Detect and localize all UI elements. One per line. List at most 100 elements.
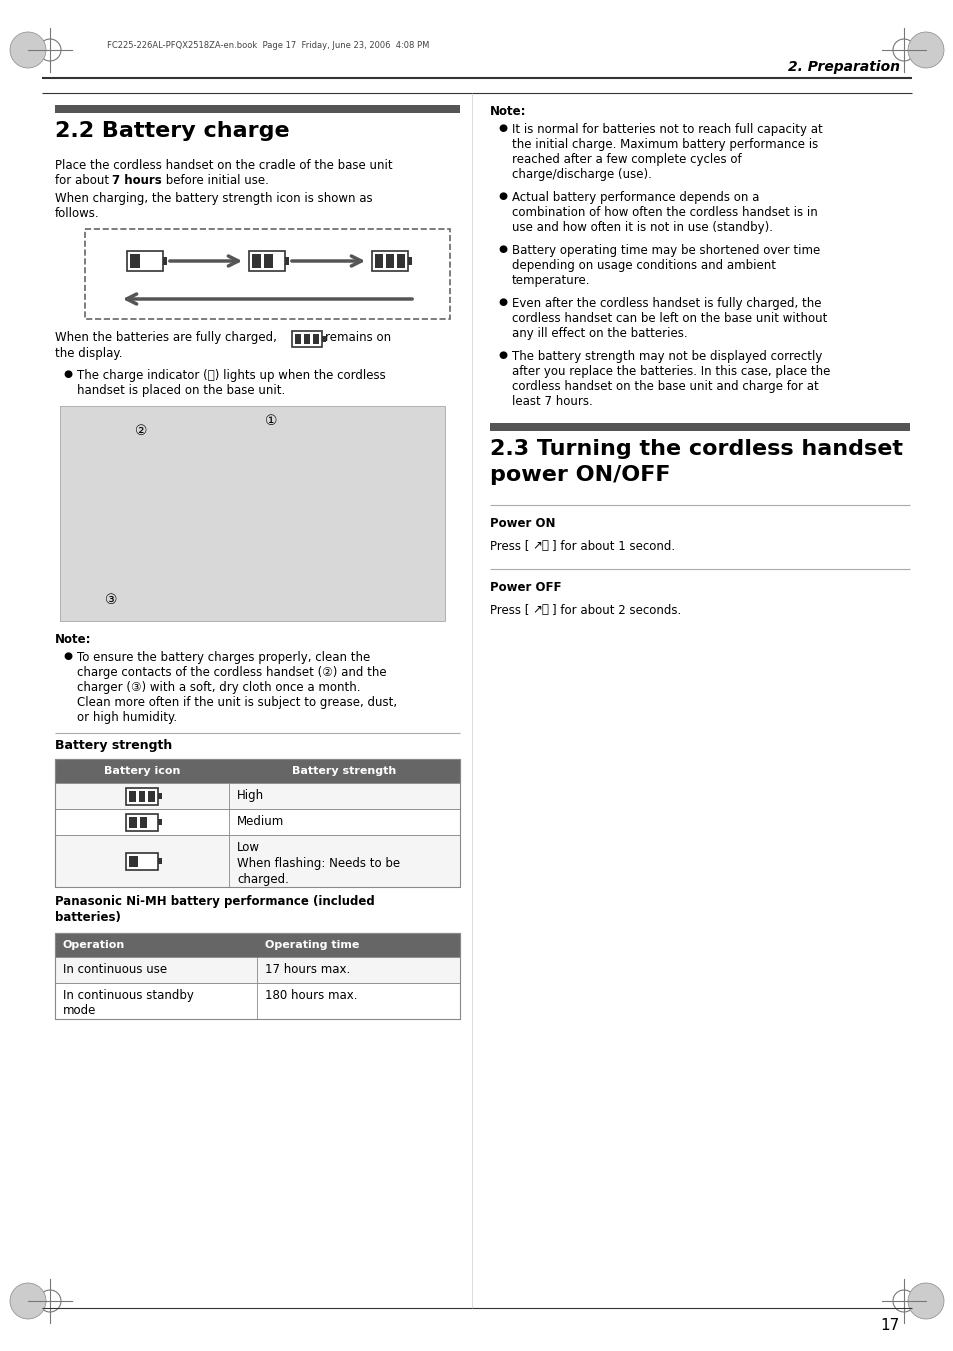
Bar: [55, 759, 459, 784]
Text: Medium: Medium: [236, 815, 284, 828]
Bar: [386, 254, 394, 267]
Text: Note:: Note:: [55, 634, 91, 646]
Circle shape: [10, 32, 46, 68]
Bar: [55, 934, 459, 957]
Text: use and how often it is not in use (standby).: use and how often it is not in use (stan…: [512, 222, 772, 234]
Text: When flashing: Needs to be: When flashing: Needs to be: [236, 857, 399, 870]
Bar: [55, 105, 459, 113]
Text: 7 hours: 7 hours: [112, 174, 162, 186]
Text: any ill effect on the batteries.: any ill effect on the batteries.: [512, 327, 687, 340]
Text: Battery strength: Battery strength: [55, 739, 172, 753]
Text: Clean more often if the unit is subject to grease, dust,: Clean more often if the unit is subject …: [77, 696, 396, 709]
Text: When charging, the battery strength icon is shown as: When charging, the battery strength icon…: [55, 192, 373, 205]
Bar: [129, 855, 137, 866]
Text: ③: ③: [105, 593, 117, 607]
Text: combination of how often the cordless handset is in: combination of how often the cordless ha…: [512, 205, 817, 219]
Text: Place the cordless handset on the cradle of the base unit: Place the cordless handset on the cradle…: [55, 159, 393, 172]
Text: handset is placed on the base unit.: handset is placed on the base unit.: [77, 384, 285, 397]
Text: Operation: Operation: [63, 940, 125, 950]
Bar: [55, 784, 459, 809]
Bar: [139, 816, 147, 828]
Text: ] for about 1 second.: ] for about 1 second.: [552, 539, 675, 553]
Text: ●: ●: [497, 245, 506, 254]
Circle shape: [907, 1283, 943, 1319]
Text: ●: ●: [497, 297, 506, 307]
Text: batteries): batteries): [55, 911, 121, 924]
Bar: [126, 813, 158, 831]
Text: reached after a few complete cycles of: reached after a few complete cycles of: [512, 153, 740, 166]
Text: the initial charge. Maximum battery performance is: the initial charge. Maximum battery perf…: [512, 138, 818, 151]
Bar: [55, 957, 459, 984]
Text: To ensure the battery charges properly, clean the: To ensure the battery charges properly, …: [77, 651, 370, 663]
Text: or high humidity.: or high humidity.: [77, 711, 177, 724]
Text: cordless handset can be left on the base unit without: cordless handset can be left on the base…: [512, 312, 826, 326]
Bar: [304, 334, 310, 345]
Bar: [130, 254, 140, 267]
Bar: [55, 835, 459, 888]
Text: The battery strength may not be displayed correctly: The battery strength may not be displaye…: [512, 350, 821, 363]
Text: Press [: Press [: [490, 603, 529, 616]
Bar: [396, 254, 405, 267]
Bar: [55, 984, 459, 1019]
Text: Operating time: Operating time: [265, 940, 359, 950]
Bar: [294, 334, 301, 345]
Text: charger (③) with a soft, dry cloth once a month.: charger (③) with a soft, dry cloth once …: [77, 681, 360, 694]
Text: It is normal for batteries not to reach full capacity at: It is normal for batteries not to reach …: [512, 123, 821, 136]
Bar: [490, 423, 909, 431]
Bar: [249, 251, 285, 272]
Bar: [163, 257, 167, 265]
Bar: [55, 759, 459, 784]
Text: charge/discharge (use).: charge/discharge (use).: [512, 168, 651, 181]
Bar: [60, 407, 444, 621]
Text: 17 hours max.: 17 hours max.: [265, 963, 350, 975]
Text: Actual battery performance depends on a: Actual battery performance depends on a: [512, 190, 759, 204]
Text: ②: ②: [135, 424, 148, 438]
Text: the display.: the display.: [55, 347, 122, 359]
Bar: [85, 230, 450, 319]
Text: In continuous standby: In continuous standby: [63, 989, 193, 1002]
Bar: [372, 251, 408, 272]
Text: Press [: Press [: [490, 539, 529, 553]
Bar: [264, 254, 273, 267]
Bar: [313, 334, 318, 345]
Bar: [55, 934, 459, 957]
Text: 17: 17: [880, 1319, 899, 1333]
Bar: [126, 788, 158, 804]
Bar: [158, 858, 162, 865]
Text: ●: ●: [63, 369, 71, 380]
Bar: [322, 336, 326, 342]
Bar: [408, 257, 412, 265]
Text: FC225-226AL-PFQX2518ZA-en.book  Page 17  Friday, June 23, 2006  4:08 PM: FC225-226AL-PFQX2518ZA-en.book Page 17 F…: [107, 42, 429, 50]
Bar: [129, 816, 136, 828]
Text: ] for about 2 seconds.: ] for about 2 seconds.: [552, 603, 680, 616]
Text: power ON/OFF: power ON/OFF: [490, 465, 670, 485]
Text: Battery operating time may be shortened over time: Battery operating time may be shortened …: [512, 245, 820, 257]
Text: charge contacts of the cordless handset (②) and the: charge contacts of the cordless handset …: [77, 666, 386, 680]
Text: depending on usage conditions and ambient: depending on usage conditions and ambien…: [512, 259, 775, 272]
Bar: [148, 790, 154, 801]
Bar: [158, 819, 162, 825]
Text: Battery strength: Battery strength: [292, 766, 395, 775]
Bar: [292, 331, 322, 347]
Bar: [138, 790, 145, 801]
Text: least 7 hours.: least 7 hours.: [512, 394, 592, 408]
Text: 180 hours max.: 180 hours max.: [265, 989, 357, 1002]
Bar: [127, 251, 163, 272]
Text: mode: mode: [63, 1004, 96, 1017]
Text: Power OFF: Power OFF: [490, 581, 561, 594]
Text: Even after the cordless handset is fully charged, the: Even after the cordless handset is fully…: [512, 297, 821, 309]
Circle shape: [907, 32, 943, 68]
Bar: [375, 254, 382, 267]
Text: ●: ●: [497, 123, 506, 132]
Circle shape: [10, 1283, 46, 1319]
Text: Note:: Note:: [490, 105, 526, 118]
Text: ↗ⓞ: ↗ⓞ: [532, 539, 548, 553]
Text: The charge indicator (ⓘ) lights up when the cordless: The charge indicator (ⓘ) lights up when …: [77, 369, 385, 382]
Text: ●: ●: [497, 350, 506, 359]
Bar: [55, 809, 459, 835]
Text: 2. Preparation: 2. Preparation: [787, 59, 899, 74]
Text: temperature.: temperature.: [512, 274, 590, 286]
Text: When the batteries are fully charged,: When the batteries are fully charged,: [55, 331, 276, 345]
Text: after you replace the batteries. In this case, place the: after you replace the batteries. In this…: [512, 365, 829, 378]
Text: 2.3 Turning the cordless handset: 2.3 Turning the cordless handset: [490, 439, 902, 459]
